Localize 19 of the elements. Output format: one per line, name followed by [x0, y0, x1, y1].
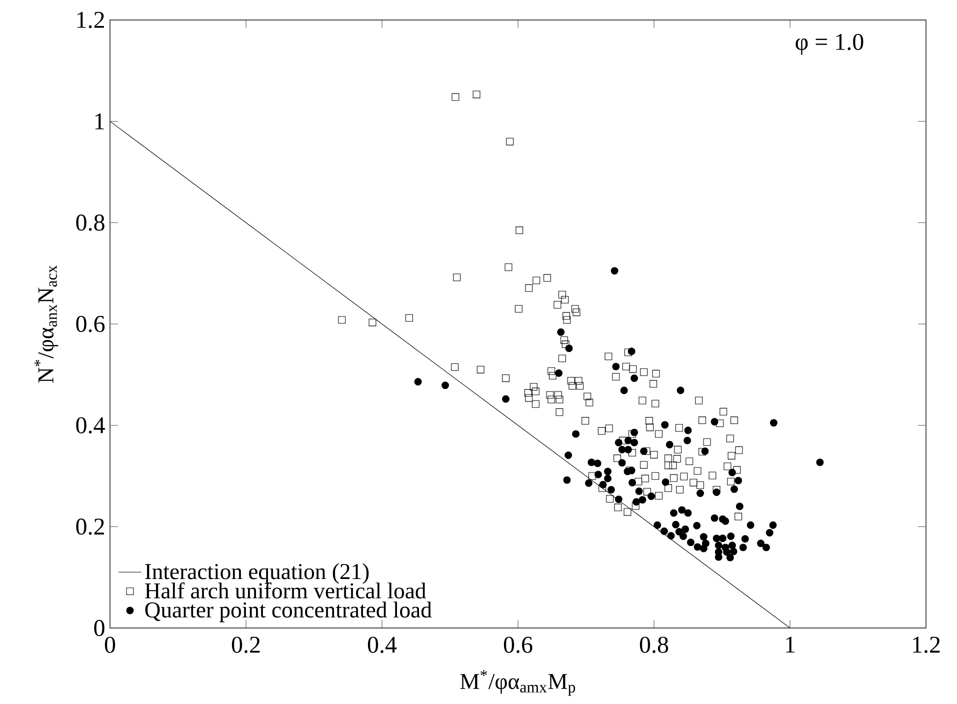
annotation: φ = 1.0 [796, 34, 864, 55]
y-tick-label: 0.4 [76, 417, 105, 434]
x-tick-label: 1 [786, 636, 795, 653]
x-tick-label: 0.8 [640, 636, 668, 654]
y-tick-label: 1.2 [77, 12, 104, 28]
y-axis-title: N$^{*}$/φα$_{anx}$N$_{acx}$ [34, 265, 58, 383]
y-tick-label: 0 [94, 620, 104, 636]
y-tick-label: 0.2 [76, 518, 104, 535]
y-tick-label: 1 [95, 113, 104, 130]
x-tick-label: 1.2 [913, 636, 940, 653]
x-axis-title: M$^{*}$/φα$_{amx}$M$_{p}$ [460, 670, 576, 696]
x-tick-label: 0.6 [504, 636, 532, 654]
x-tick-label: 0.2 [232, 636, 260, 654]
y-tick-label: 0.6 [76, 316, 105, 332]
legend-label: Quarter point concentrated load [145, 602, 432, 622]
x-tick-label: 0.4 [368, 636, 397, 654]
legend-label: Half arch uniform vertical load [144, 582, 426, 599]
x-tick-label: 0 [104, 636, 116, 653]
y-tick-label: 0.8 [76, 214, 104, 231]
